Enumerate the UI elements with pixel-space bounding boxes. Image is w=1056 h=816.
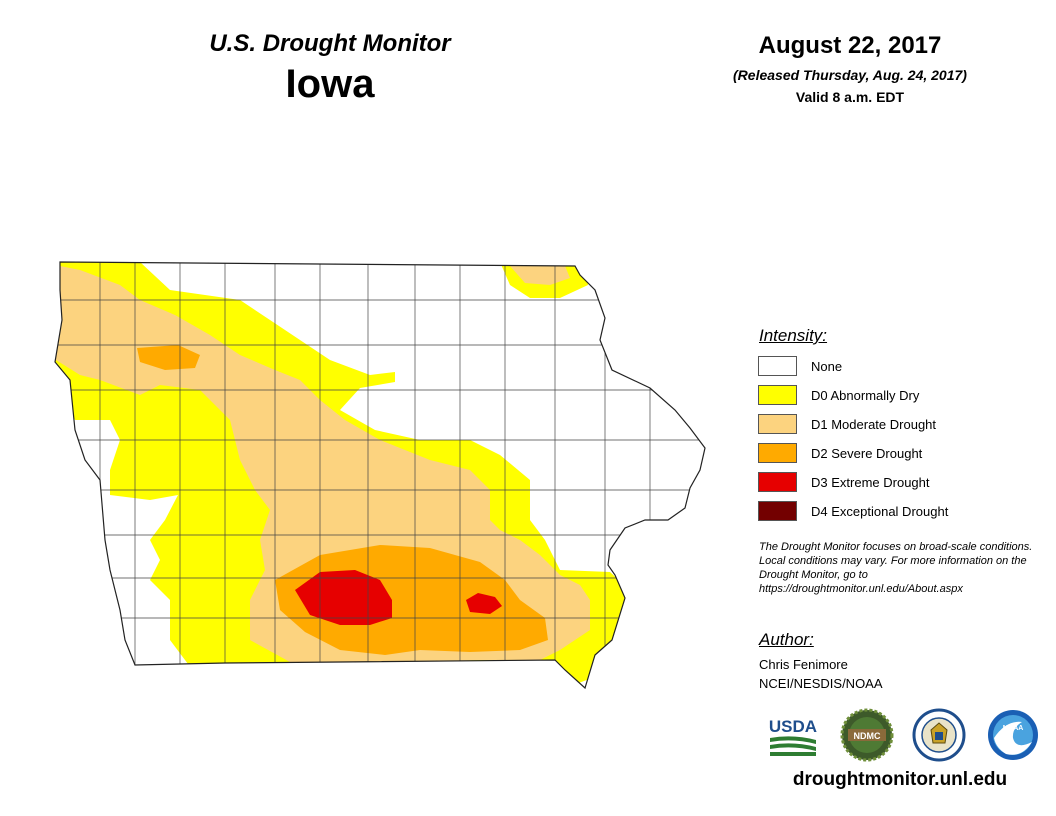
legend-item-d2: D2 Severe Drought (758, 442, 922, 464)
state-name: Iowa (285, 62, 375, 106)
legend-item-d1: D1 Moderate Drought (758, 413, 936, 435)
author-organization: NCEI/NESDIS/NOAA (759, 676, 883, 691)
disclaimer-note: The Drought Monitor focuses on broad-sca… (759, 541, 1033, 595)
valid-time: Valid 8 a.m. EDT (795, 89, 905, 105)
d2-northwest (137, 345, 200, 370)
author-name: Chris Fenimore (759, 657, 848, 672)
map-title: U.S. Drought Monitor (209, 30, 451, 57)
author-heading: Author: (759, 630, 814, 649)
legend-item-d3: D3 Extreme Drought (758, 471, 930, 493)
legend-label: None (811, 358, 843, 374)
map-date: August 22, 2017 (758, 32, 942, 59)
legend-label: D3 Extreme Drought (811, 474, 930, 490)
usda-logo: USDA (769, 717, 817, 756)
release-date: (Released Thursday, Aug. 24, 2017) (733, 67, 967, 83)
usda-logo-text: USDA (769, 717, 817, 736)
legend-label: D0 Abnormally Dry (811, 387, 920, 403)
legend-item-d4: D4 Exceptional Drought (758, 500, 948, 522)
legend-swatch-d1 (758, 414, 797, 434)
county-boundaries (55, 262, 705, 688)
ndmc-logo: NDMC (840, 708, 894, 762)
legend-item-none: None (758, 355, 842, 377)
legend-title: Intensity: (759, 326, 828, 345)
noaa-logo: NOAA (988, 710, 1038, 760)
noaa-logo-text: NOAA (1003, 725, 1024, 732)
legend-swatch-d4 (758, 501, 797, 521)
d3-southeast (466, 593, 502, 614)
legend-label: D2 Severe Drought (811, 445, 923, 461)
ndmc-logo-text: NDMC (854, 731, 881, 741)
legend-swatch-none (758, 356, 797, 376)
legend-swatch-d3 (758, 472, 797, 492)
drought-areas (55, 262, 640, 688)
website-link[interactable]: droughtmonitor.unl.edu (792, 769, 1008, 790)
legend-item-d0: D0 Abnormally Dry (758, 384, 919, 406)
legend-swatch-d2 (758, 443, 797, 463)
doc-seal-logo (912, 708, 966, 762)
legend-label: D1 Moderate Drought (811, 416, 937, 432)
legend-label: D4 Exceptional Drought (811, 503, 949, 519)
legend-swatch-d0 (758, 385, 797, 405)
